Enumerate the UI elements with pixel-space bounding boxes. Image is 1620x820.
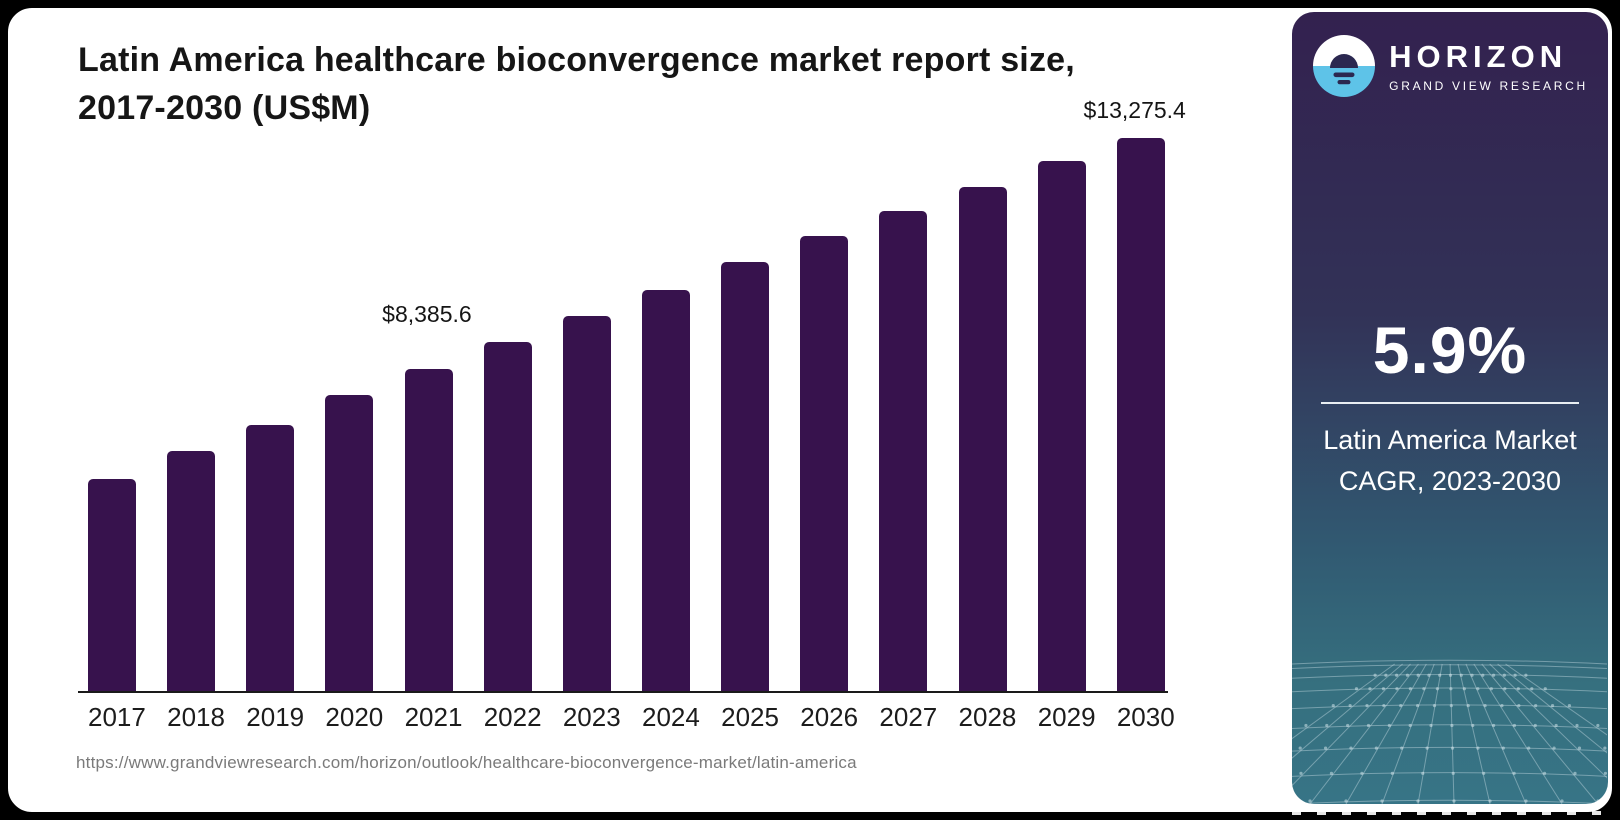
x-axis-label: 2021 (404, 702, 463, 732)
bar-column (721, 136, 770, 691)
x-axis-label: 2025 (721, 702, 779, 732)
bar-column (1037, 136, 1086, 691)
bar-column (325, 136, 374, 691)
bar-value-label: $13,275.4 (1083, 97, 1186, 123)
bar (1116, 138, 1165, 691)
bar (404, 369, 453, 691)
cagr-caption-line1: Latin America Market (1323, 425, 1577, 455)
brand-subtitle: GRAND VIEW RESEARCH (1389, 79, 1588, 93)
x-axis-label: 2017 (88, 702, 146, 732)
source-url: https://www.grandviewresearch.com/horizo… (76, 753, 857, 772)
bar-column (167, 136, 216, 691)
bar (800, 236, 849, 691)
sidebar-panel: HORIZON GRAND VIEW RESEARCH 5.9% Latin A… (1292, 12, 1608, 804)
bar-column: $13,275.4 (1084, 97, 1186, 691)
x-axis-label: 2024 (641, 702, 700, 732)
bar (483, 342, 532, 691)
mesh-pattern (1292, 659, 1607, 804)
x-axis-label: 2020 (325, 702, 384, 732)
horizon-logo: HORIZON GRAND VIEW RESEARCH (1292, 34, 1608, 98)
bottom-dashed-edge (1292, 811, 1608, 815)
bar (1037, 161, 1086, 691)
bar-column: $8,385.6 (382, 136, 532, 691)
x-axis-line (78, 691, 1168, 693)
cagr-caption: Latin America Market CAGR, 2023-2030 (1292, 420, 1608, 501)
bar-column (404, 136, 453, 691)
x-axis-label: 2027 (879, 702, 938, 732)
bar (641, 290, 690, 691)
bar (246, 425, 295, 691)
bar-column (879, 136, 928, 691)
cagr-divider (1321, 402, 1579, 404)
bar (88, 479, 136, 691)
chart-card: Latin America healthcare bioconvergence … (6, 6, 1614, 814)
bar-column (88, 136, 136, 691)
bar (325, 395, 374, 691)
brand-text-block: HORIZON GRAND VIEW RESEARCH (1389, 39, 1588, 93)
bars-container: $8,385.6 $13,275.4 (88, 97, 1186, 691)
bar-column (246, 136, 295, 691)
bar-column (800, 136, 849, 691)
bar (879, 211, 928, 691)
x-axis-label: 2023 (562, 702, 621, 732)
x-axis-labels: 2017 2018 2019 2020 2021 2022 2023 2024 2025 2026… (88, 702, 1175, 733)
brand-name: HORIZON (1389, 39, 1568, 74)
bar-column (958, 136, 1007, 691)
x-axis-label: 2018 (167, 702, 225, 732)
x-axis-label: 2029 (1037, 702, 1096, 732)
x-axis-label: 2019 (246, 702, 305, 732)
bar (167, 451, 216, 691)
cagr-value: 5.9% (1372, 313, 1528, 387)
bar-value-label: $8,385.6 (382, 301, 472, 327)
bar-column (641, 136, 690, 691)
cagr-caption-line2: CAGR, 2023-2030 (1338, 465, 1562, 496)
chart-title: Latin America healthcare bioconvergence … (78, 41, 1075, 128)
bar (958, 187, 1007, 691)
x-axis-label: 2030 (1116, 702, 1175, 732)
bar (562, 316, 611, 691)
cagr-block: 5.9% Latin America Market CAGR, 2023-203… (1292, 312, 1608, 501)
bar-column (562, 136, 611, 691)
horizon-sun-icon (1313, 35, 1376, 97)
bar (721, 262, 770, 691)
x-axis-label: 2028 (958, 702, 1017, 732)
x-axis-label: 2022 (483, 702, 542, 732)
x-axis-label: 2026 (800, 702, 859, 732)
